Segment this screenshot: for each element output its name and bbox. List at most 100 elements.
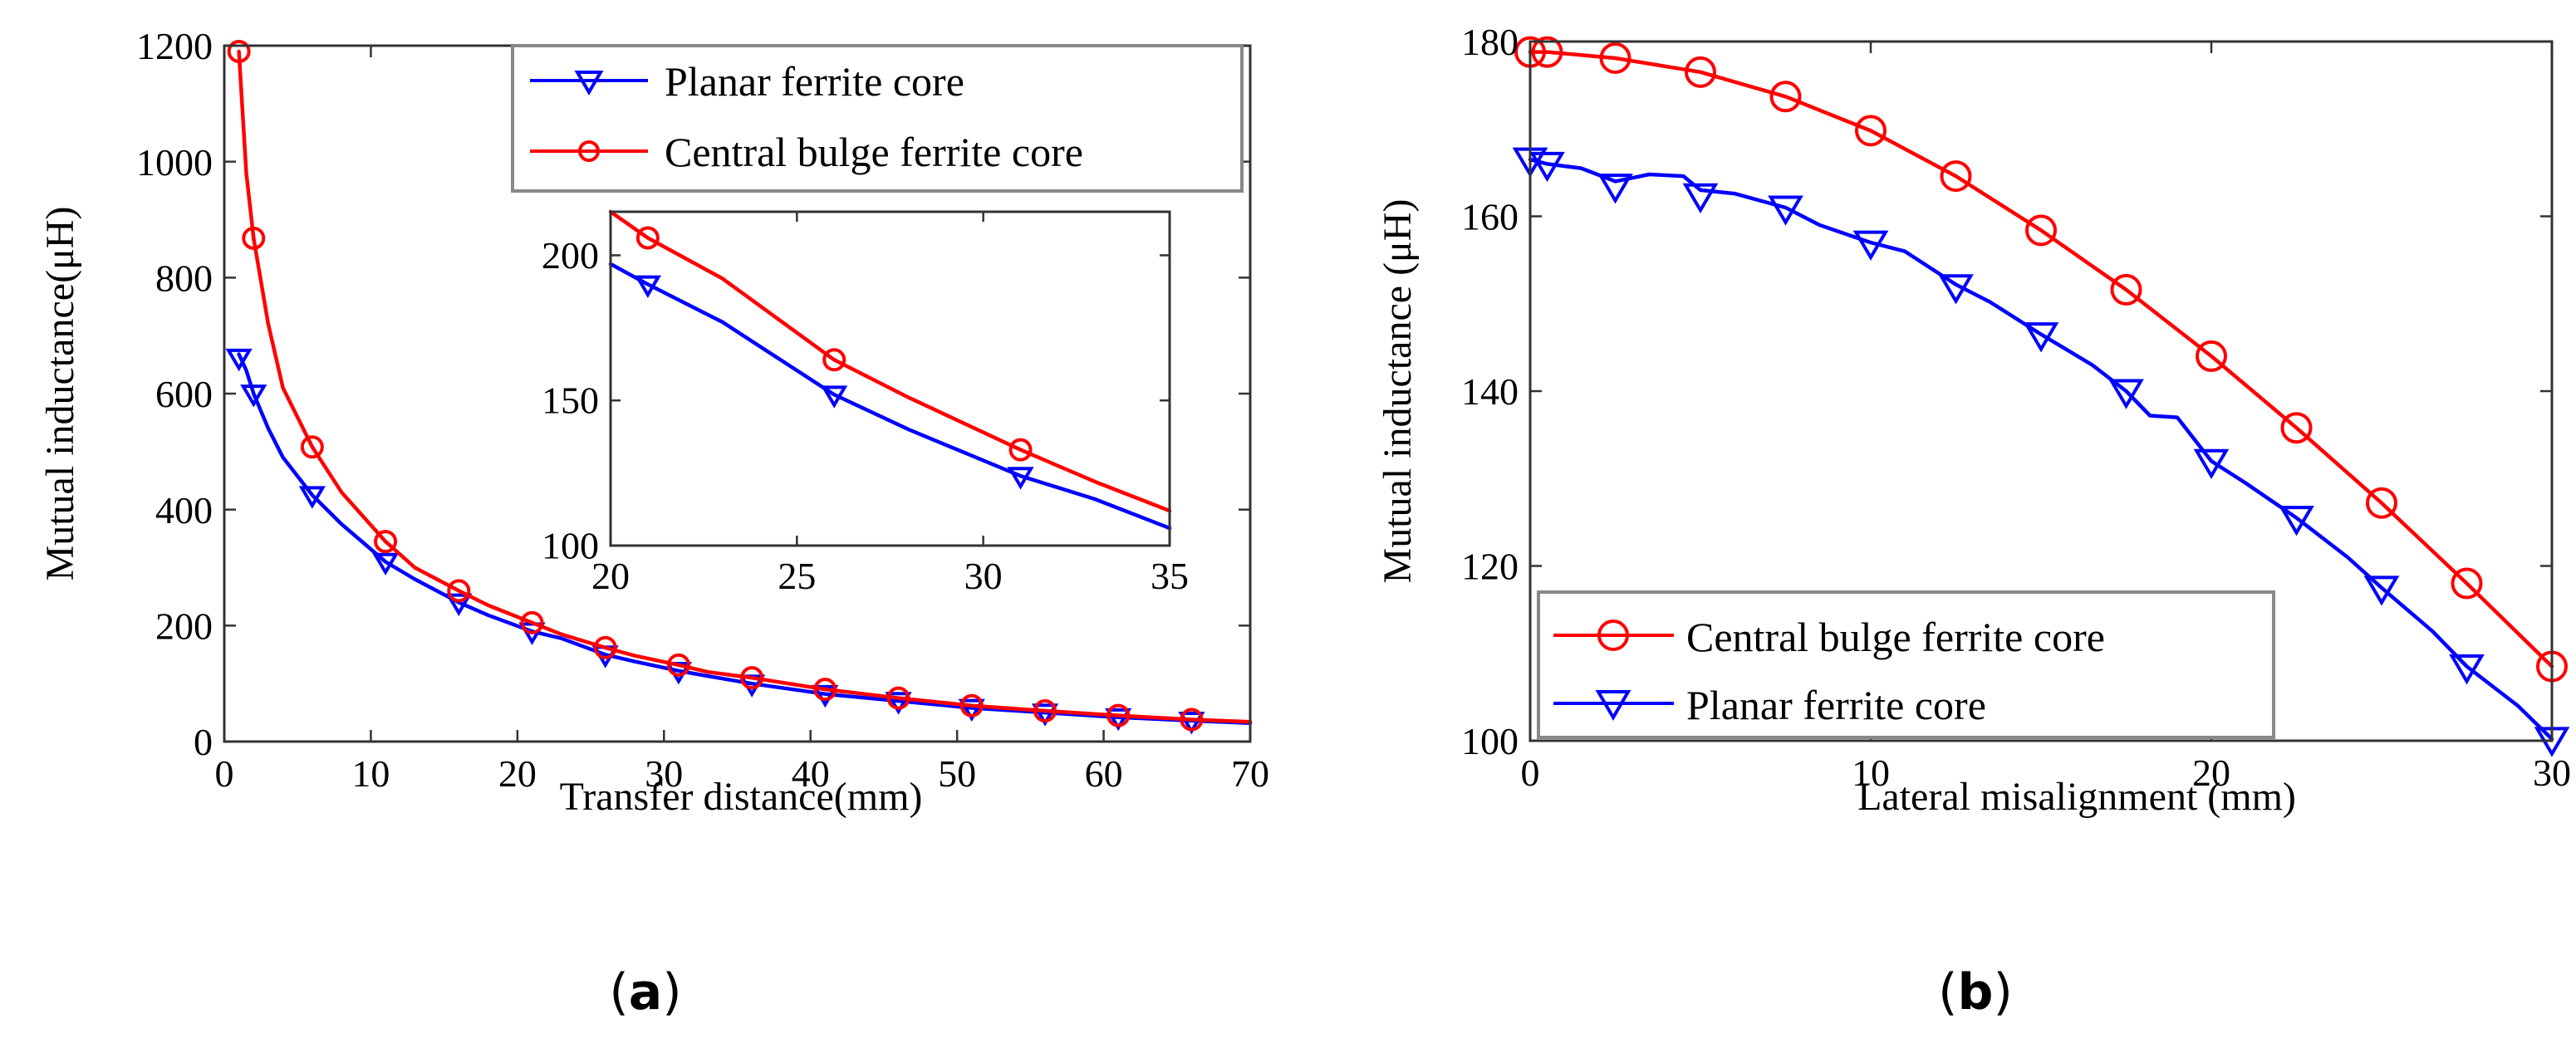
inset-xtick-label-2: 30 [964, 555, 1003, 597]
legend-label-planar: Planar ferrite core [1686, 682, 1986, 728]
legend-marker-circle [1597, 619, 1629, 651]
panel-a-series-1-point-9 [813, 678, 837, 702]
panel-a-series-0-point-13 [1105, 708, 1132, 732]
inset-series-1-line [608, 209, 1172, 513]
panel-a-series-1-point-5 [520, 610, 544, 634]
panel-a-series-0-point-14 [1178, 712, 1205, 735]
panel-a-xtick-label-2: 20 [498, 752, 537, 795]
caption-b-letter: b [1958, 963, 1994, 1021]
panel-a-series-1-point-11 [959, 693, 984, 717]
panel-a-series-0-point-3 [371, 552, 400, 576]
legend-marker-circle [578, 140, 600, 162]
panel-b-ytick-label-0: 100 [1461, 720, 1519, 762]
panel-a-ytick-label-2: 400 [155, 489, 213, 531]
panel-a-series-1-point-14 [1180, 708, 1204, 732]
legend-marker-triangle [574, 71, 604, 95]
inset-series-0-point-0 [634, 275, 661, 298]
panel-b-series-0-point-8 [2110, 273, 2142, 306]
panel-a-series-0-point-4 [445, 593, 473, 616]
panel-b-xlabel: Lateral misalignment (mm) [1857, 775, 2296, 819]
panel-b-series-1-point-8 [2108, 379, 2144, 409]
panel-a-xtick-label-6: 60 [1085, 752, 1123, 795]
panel-a-series-1-point-10 [886, 686, 910, 710]
panel-b-series-1-point-2 [1597, 174, 1633, 204]
panel-a-ylabel: Mutual inductance(μH) [38, 207, 82, 581]
panel-b-series-1-point-9 [2193, 448, 2230, 479]
panel-a-series-1-line [237, 49, 1253, 724]
panel-b-series-0-point-10 [2280, 412, 2313, 444]
panel-b-series-1-point-10 [2279, 506, 2314, 536]
panel-b-xtick-label-3: 30 [2533, 752, 2571, 794]
legend-label-planar: Planar ferrite core [665, 58, 964, 105]
panel-b-legend: Central bulge ferrite core Planar ferrit… [1537, 590, 2275, 739]
panel-a-xtick-label-5: 50 [938, 752, 976, 795]
panel-b-ytick-label-3: 160 [1461, 196, 1519, 238]
panel-b-series-0-point-1 [1531, 36, 1563, 68]
caption-a-letter: a [629, 963, 663, 1021]
panel-b-series-1-point-5 [1852, 230, 1889, 261]
panel-a-series-0-point-9 [812, 684, 839, 708]
panel-a-series-1-point-8 [740, 666, 764, 690]
panel-b-xtick-label-0: 0 [1521, 752, 1540, 794]
panel-a-series-1-point-3 [374, 530, 398, 554]
panel-b-ytick-label-2: 140 [1461, 370, 1519, 413]
panel-a-legend: Planar ferrite core Central bulge ferrit… [511, 44, 1244, 193]
panel-b-plot-area [1512, 36, 2570, 757]
panel-a-series-1-point-0 [227, 39, 251, 63]
panel-a-ytick-label-6: 1200 [136, 25, 213, 67]
panel-b-series-1-point-6 [1938, 274, 1974, 305]
panel-b-series-0-point-5 [1855, 115, 1887, 147]
panel-a-series-1-point-4 [447, 579, 471, 603]
panel-a-series-0-point-2 [298, 486, 326, 509]
inset-xtick-label-3: 35 [1151, 555, 1189, 597]
panel-a-xlabel: Transfer distance(mm) [560, 775, 923, 819]
caption-a: (a) [609, 963, 681, 1021]
panel-a-ytick-label-0: 0 [194, 721, 213, 763]
panel-a-series-0-point-0 [225, 348, 253, 372]
panel-b-series-1-point-3 [1682, 183, 1719, 214]
inset-ytick-label-2: 200 [542, 234, 599, 277]
panel-a-xtick-label-1: 10 [351, 752, 390, 795]
panel-a-series-0-point-12 [1031, 703, 1059, 727]
legend-marker-triangle [1595, 690, 1631, 721]
legend-box [511, 44, 1244, 193]
panel-a-series-1-point-1 [242, 226, 266, 250]
inset-xtick-label-1: 25 [778, 555, 816, 597]
panel-a-xtick-label-7: 70 [1231, 752, 1269, 795]
panel-a-series-0-line [237, 352, 1253, 725]
inset-series-1-point-2 [1008, 438, 1033, 462]
panel-a-series-1-point-12 [1033, 698, 1057, 722]
panel-b: 0 10 20 30 100 120 140 160 180 Lateral misalignm… [1376, 21, 2571, 819]
panel-a-plot-area [225, 39, 1253, 735]
panel-b-series-0-point-9 [2196, 340, 2227, 372]
panel-b-series-1-point-11 [2363, 575, 2400, 606]
inset-series-0-point-1 [821, 385, 848, 409]
panel-b-series-0-point-7 [2025, 214, 2057, 247]
panel-b-series-0-point-4 [1769, 81, 1802, 113]
panel-a-series-0-point-11 [958, 698, 985, 722]
inset-series-0-point-2 [1007, 467, 1034, 490]
panel-b-series-0-point-12 [2451, 567, 2483, 600]
panel-a-xtick-label-0: 0 [215, 752, 234, 795]
panel-b-series-0-point-11 [2366, 487, 2397, 519]
panel-b-series-1-point-4 [1768, 195, 1803, 226]
panel-a-series-1-point-2 [300, 435, 324, 459]
panel-a-series-1-point-13 [1106, 703, 1131, 727]
panel-a-ytick-label-1: 200 [155, 605, 213, 647]
panel-a-ytick-label-5: 1000 [136, 141, 213, 184]
panel-b-series-1-point-1 [1529, 151, 1565, 183]
panel-b-ylabel: Mutual inductance (μH) [1376, 199, 1420, 584]
caption-b: (b) [1938, 963, 2013, 1021]
panel-b-ticks: 0 10 20 30 100 120 140 160 180 [1461, 21, 2571, 794]
inset-xtick-label-0: 20 [591, 555, 630, 597]
panel-b-xtick-label-2: 20 [2192, 752, 2230, 794]
panel-a: 0 10 20 30 40 50 60 70 0 200 400 600 800 1000 1200 Tra… [38, 25, 1269, 819]
inset-series-0-line [608, 262, 1172, 531]
inset-ytick-label-1: 150 [542, 380, 599, 422]
panel-b-series-0-point-2 [1599, 42, 1631, 74]
panel-b-series-1-line [1528, 157, 2554, 742]
inset-frame [609, 210, 1171, 547]
inset-ticks: 20 25 30 35 100 150 200 [542, 212, 1189, 597]
inset-series-1-point-1 [822, 348, 846, 372]
